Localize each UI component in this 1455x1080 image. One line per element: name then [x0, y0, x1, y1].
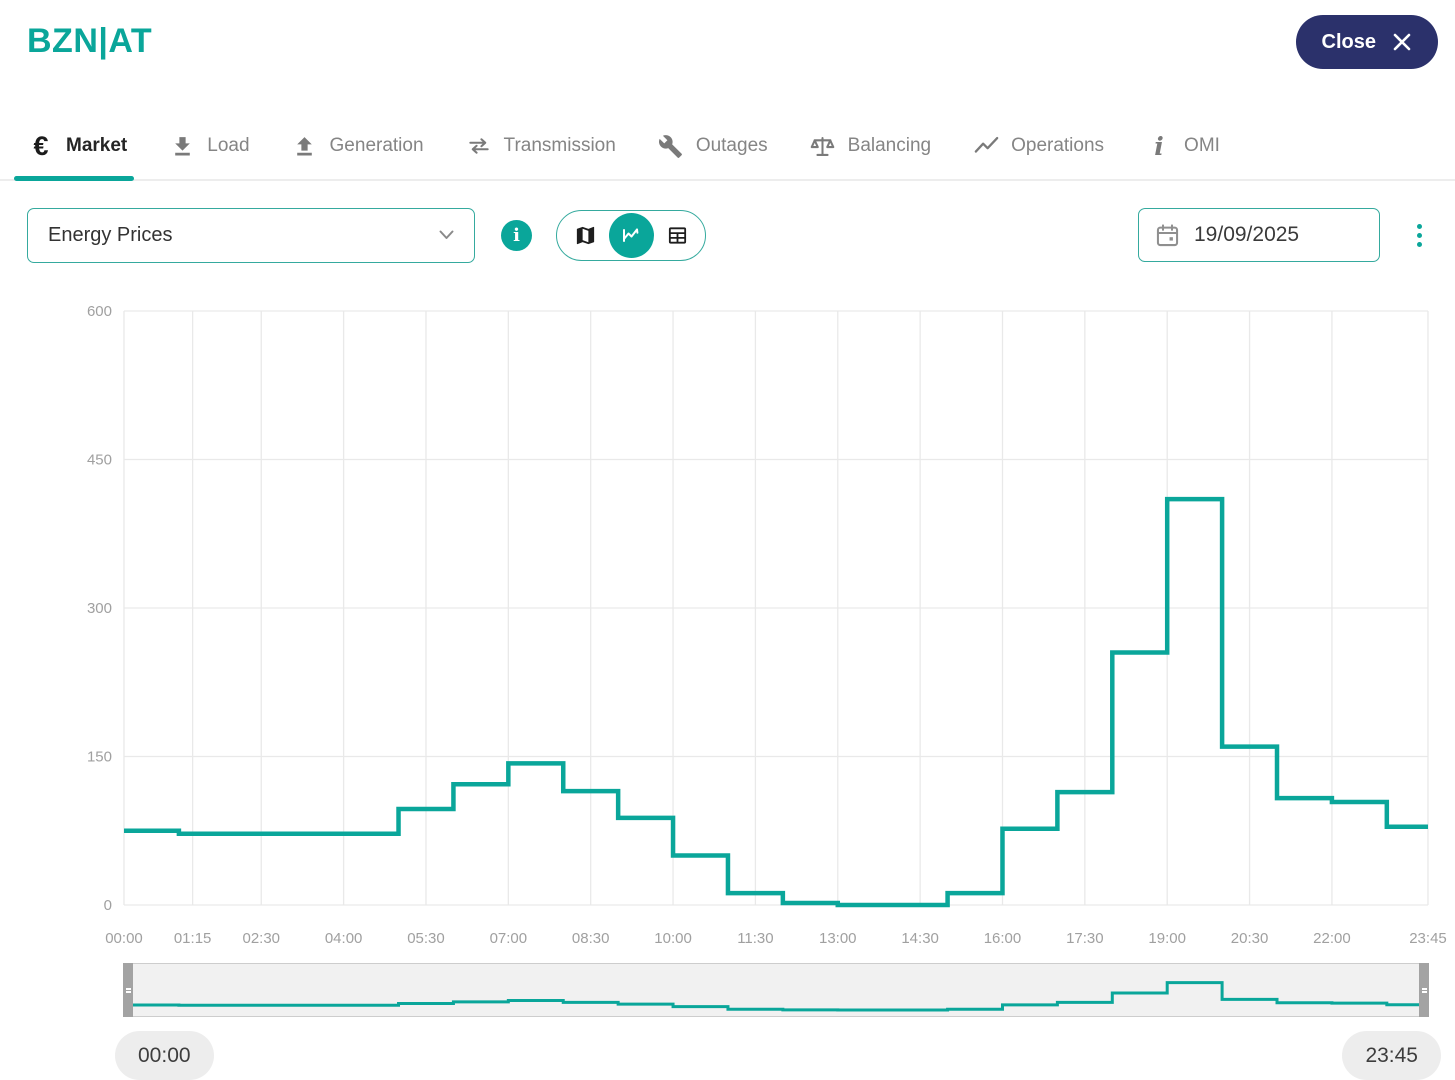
- date-value: 19/09/2025: [1194, 223, 1300, 246]
- svg-text:07:00: 07:00: [490, 930, 528, 947]
- view-toggle-group: [556, 209, 706, 261]
- chart-view-button[interactable]: [608, 212, 654, 258]
- table-view-button[interactable]: [655, 213, 699, 258]
- map-icon: [576, 226, 594, 244]
- tab-omi-label: OMI: [1184, 135, 1220, 156]
- svg-text:13:00: 13:00: [819, 930, 857, 947]
- upload-icon: [291, 132, 319, 160]
- controls-row: Energy Prices i: [27, 207, 1428, 263]
- tab-load[interactable]: Load: [168, 113, 250, 179]
- svg-text:02:30: 02:30: [242, 930, 280, 947]
- svg-text:00:00: 00:00: [105, 930, 143, 947]
- date-picker[interactable]: 19/09/2025: [1138, 208, 1380, 262]
- range-end-label: 23:45: [1342, 1031, 1441, 1080]
- svg-text:0: 0: [104, 897, 112, 914]
- tab-generation-label: Generation: [329, 135, 424, 156]
- time-range-brush[interactable]: [123, 963, 1429, 1017]
- chevron-down-icon: [439, 230, 454, 239]
- swap-arrows-icon: [465, 132, 493, 160]
- indicator-select[interactable]: Energy Prices: [27, 207, 475, 263]
- italic-i-icon: i: [1154, 131, 1164, 161]
- svg-text:17:30: 17:30: [1066, 930, 1104, 947]
- map-view-button[interactable]: [563, 213, 607, 258]
- svg-text:01:15: 01:15: [174, 930, 212, 947]
- tab-market[interactable]: € Market: [13, 113, 135, 181]
- download-icon: [168, 132, 196, 160]
- svg-text:19:00: 19:00: [1148, 930, 1186, 947]
- tab-transmission-label: Transmission: [503, 135, 616, 156]
- line-chart-icon: [623, 228, 639, 242]
- brush-mini-chart: [125, 981, 1427, 1012]
- brush-grip-icon: [1421, 987, 1427, 990]
- page-title: BZN|AT: [27, 22, 153, 60]
- trend-icon: [972, 132, 1000, 160]
- scales-icon: [809, 132, 837, 160]
- svg-text:300: 300: [87, 600, 112, 617]
- close-icon: [1393, 33, 1411, 51]
- tab-load-label: Load: [207, 135, 250, 156]
- svg-text:05:30: 05:30: [407, 930, 445, 947]
- brush-handle-end[interactable]: [1419, 963, 1429, 1017]
- tab-outages-label: Outages: [695, 135, 768, 156]
- svg-text:10:00: 10:00: [654, 930, 692, 947]
- svg-text:600: 600: [87, 303, 112, 320]
- brush-handle-start[interactable]: [123, 963, 133, 1017]
- svg-text:14:30: 14:30: [901, 930, 939, 947]
- svg-text:16:00: 16:00: [984, 930, 1022, 947]
- wrench-icon: [657, 132, 685, 160]
- euro-icon: €: [33, 130, 49, 161]
- kebab-menu-icon[interactable]: [1410, 215, 1428, 255]
- svg-text:23:45: 23:45: [1409, 930, 1447, 947]
- svg-text:450: 450: [87, 452, 112, 469]
- tab-bar: € Market Load Generation Transmission: [0, 113, 1455, 181]
- tab-operations-label: Operations: [1011, 135, 1105, 156]
- tab-market-label: Market: [66, 135, 128, 156]
- tab-generation[interactable]: Generation: [291, 113, 424, 179]
- close-button[interactable]: Close: [1295, 15, 1438, 69]
- svg-text:22:00: 22:00: [1313, 930, 1351, 947]
- tab-outages[interactable]: Outages: [657, 113, 768, 179]
- svg-text:04:00: 04:00: [325, 930, 363, 947]
- info-icon[interactable]: i: [501, 219, 532, 251]
- tab-balancing[interactable]: Balancing: [809, 113, 931, 179]
- tab-balancing-label: Balancing: [847, 135, 932, 156]
- svg-text:08:30: 08:30: [572, 930, 610, 947]
- tab-transmission[interactable]: Transmission: [465, 113, 616, 179]
- svg-text:20:30: 20:30: [1231, 930, 1269, 947]
- close-button-label: Close: [1321, 30, 1376, 53]
- table-icon: [668, 226, 686, 244]
- svg-text:150: 150: [87, 749, 112, 766]
- tab-omi[interactable]: i OMI: [1145, 113, 1220, 179]
- tab-operations[interactable]: Operations: [972, 113, 1104, 179]
- indicator-select-value: Energy Prices: [48, 223, 173, 246]
- range-start-label: 00:00: [115, 1031, 214, 1080]
- calendar-icon: [1156, 223, 1179, 246]
- brush-grip-icon: [125, 987, 131, 990]
- svg-text:11:30: 11:30: [737, 930, 773, 947]
